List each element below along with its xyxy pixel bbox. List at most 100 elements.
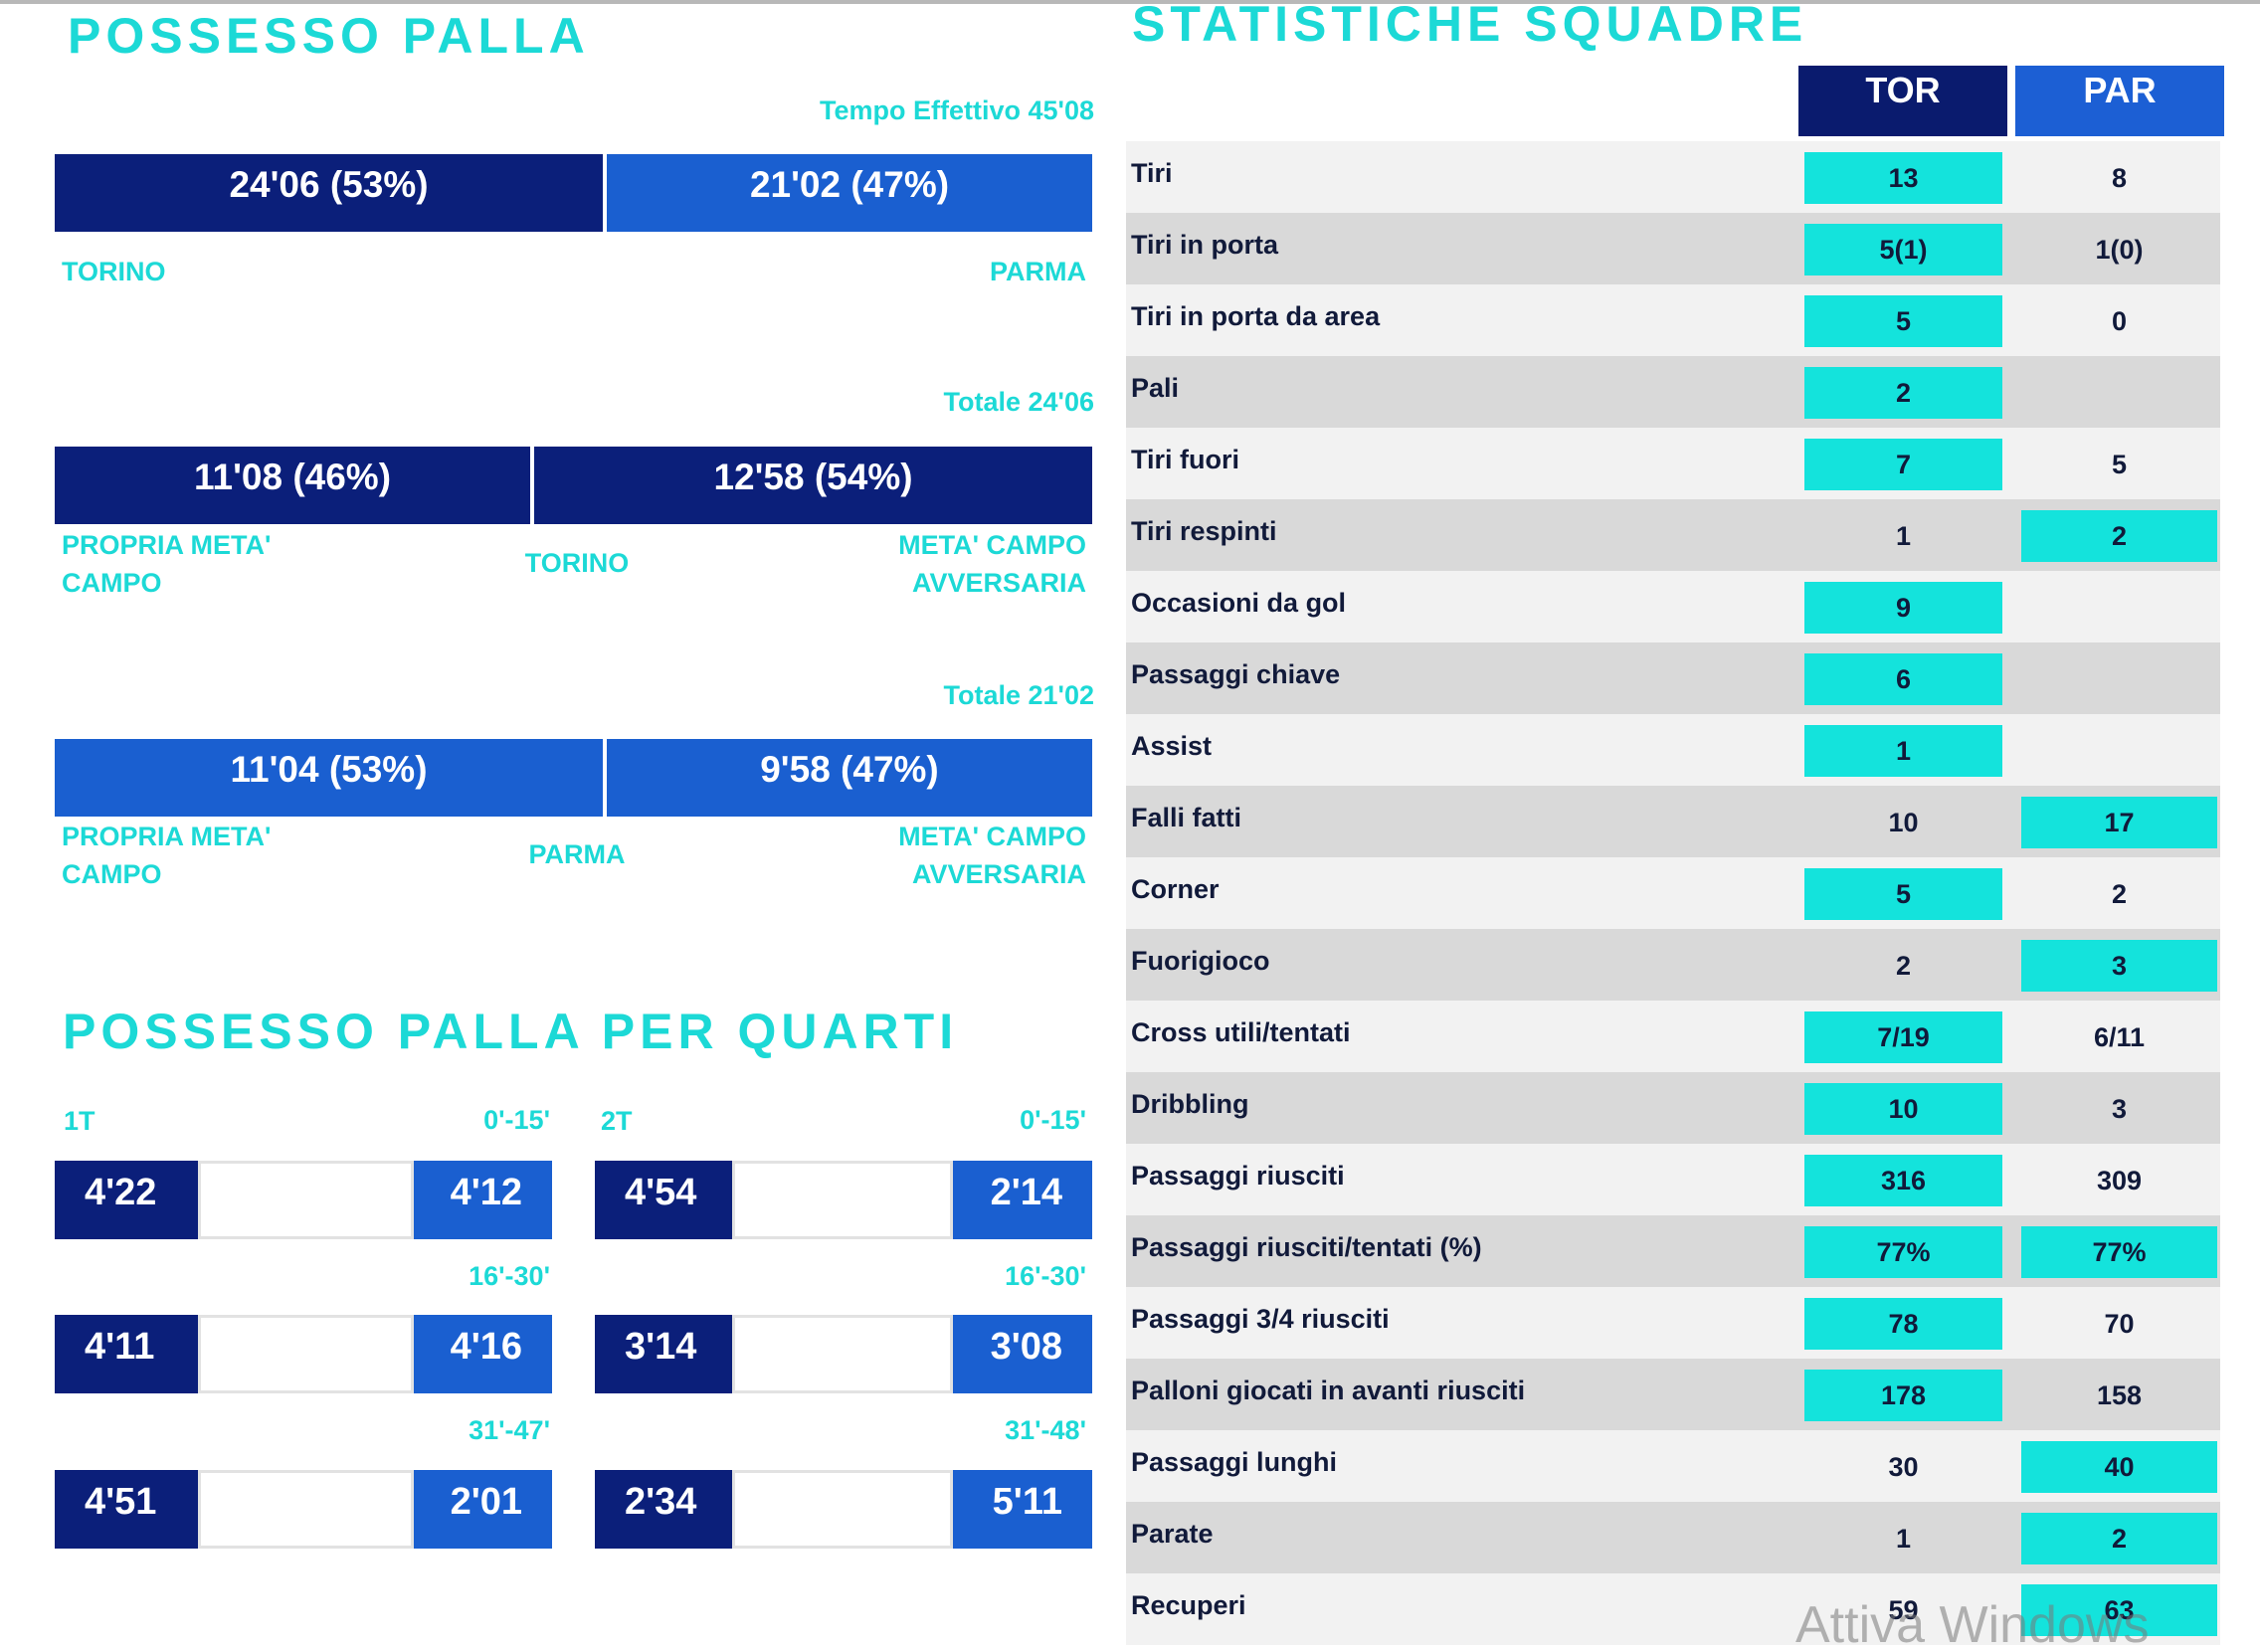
stat-value: 6/11 — [2093, 1022, 2146, 1052]
row-bg — [1126, 356, 2220, 428]
stat-value: 17 — [2021, 797, 2217, 848]
row-label: Passaggi riusciti — [1131, 1161, 1345, 1191]
row-bg — [1126, 857, 2220, 929]
bar-left: 11'08 (46%) — [55, 447, 530, 524]
stat-value: 9 — [1804, 582, 2002, 634]
row-bg — [1126, 1144, 2220, 1215]
row-bg — [1126, 642, 2220, 714]
period: 0'-15' — [483, 1105, 550, 1135]
stat-value: 70 — [2104, 1309, 2135, 1339]
row-label: Tiri in porta — [1131, 230, 1279, 260]
note: Totale 24'06 — [943, 387, 1095, 417]
stat-value: 7/19 — [1804, 1011, 2002, 1063]
column-header: TOR — [1798, 66, 2007, 136]
quarter-tor: 3'14 — [595, 1315, 732, 1393]
row-label: Tiri in porta da area — [1131, 301, 1381, 331]
stat-value: 13 — [1804, 152, 2002, 204]
stat-value: 1(0) — [2095, 235, 2144, 265]
row-bg — [1126, 1287, 2220, 1359]
label-center: PARMA — [528, 839, 626, 869]
label-left: PROPRIA META' CAMPO — [62, 530, 272, 598]
bar-right: 21'02 (47%) — [607, 154, 1092, 232]
quarter-par: 2'14 — [953, 1161, 1092, 1239]
quarter-gap — [198, 1161, 414, 1239]
stat-value: 2 — [2111, 879, 2128, 909]
row-label: Assist — [1131, 731, 1213, 761]
stat-value: 40 — [2021, 1441, 2217, 1493]
row-label: Tiri fuori — [1131, 445, 1240, 474]
period: 31'-47' — [469, 1415, 550, 1445]
stat-value: 3 — [2111, 1094, 2128, 1124]
stat-value: 1 — [1895, 1524, 1912, 1554]
stat-value: 10 — [1888, 808, 1919, 837]
quarter-tor: 4'11 — [55, 1315, 198, 1393]
quarter-par: 2'01 — [414, 1470, 552, 1549]
quarter-gap — [732, 1161, 953, 1239]
row-label: Recuperi — [1131, 1590, 1246, 1620]
stat-value: 6 — [1804, 653, 2002, 705]
quarter-tor: 2'34 — [595, 1470, 732, 1549]
watermark: Attiva Windows — [1795, 1596, 2150, 1652]
quarter-par: 3'08 — [953, 1315, 1092, 1393]
stat-value: 59 — [1888, 1595, 1919, 1625]
stat-value: 1 — [1895, 521, 1912, 551]
quarter-gap — [198, 1470, 414, 1549]
period: 16'-30' — [469, 1261, 550, 1291]
stat-value: 2 — [1895, 951, 1912, 981]
half-label: 1T — [64, 1106, 95, 1136]
column-header: PAR — [2015, 66, 2224, 136]
row-label: Palloni giocati in avanti riusciti — [1131, 1376, 1526, 1405]
row-label: Tiri respinti — [1131, 516, 1277, 546]
row-bg — [1126, 213, 2220, 284]
row-bg — [1126, 428, 2220, 499]
row-bg — [1126, 1072, 2220, 1144]
period: 31'-48' — [1005, 1415, 1086, 1445]
stat-value: 309 — [2096, 1166, 2143, 1195]
stat-value: 10 — [1804, 1083, 2002, 1135]
quarter-tor: 4'51 — [55, 1470, 198, 1549]
quarter-gap — [198, 1315, 414, 1393]
period: 16'-30' — [1005, 1261, 1086, 1291]
row-label: Fuorigioco — [1131, 946, 1270, 976]
stat-value: 316 — [1804, 1155, 2002, 1206]
row-bg — [1126, 141, 2220, 213]
stat-value: 5(1) — [1804, 224, 2002, 275]
row-label: Passaggi 3/4 riusciti — [1131, 1304, 1390, 1334]
stat-value: 0 — [2111, 306, 2128, 336]
label-right: META' CAMPO AVVERSARIA — [898, 822, 1086, 889]
period: 0'-15' — [1020, 1105, 1086, 1135]
bar-right: 9'58 (47%) — [607, 739, 1092, 817]
row-label: Pali — [1131, 373, 1180, 403]
row-bg — [1126, 1359, 2220, 1430]
half-label: 2T — [601, 1106, 633, 1136]
stat-value: 77% — [2021, 1226, 2217, 1278]
stat-value: 2 — [2021, 510, 2217, 562]
stat-value: 77% — [1804, 1226, 2002, 1278]
stat-value: 2 — [2021, 1513, 2217, 1564]
row-bg — [1126, 1001, 2220, 1072]
quarter-par: 5'11 — [953, 1470, 1092, 1549]
note: Tempo Effettivo 45'08 — [820, 95, 1094, 125]
stat-value: 5 — [1804, 295, 2002, 347]
stat-value: 2 — [1804, 367, 2002, 419]
row-bg — [1126, 714, 2220, 786]
stat-value — [2021, 653, 2217, 705]
stat-value: 30 — [1888, 1452, 1919, 1482]
stat-value: 178 — [1804, 1370, 2002, 1421]
bar-left: 24'06 (53%) — [55, 154, 603, 232]
row-label: Tiri — [1131, 158, 1173, 188]
note: Totale 21'02 — [943, 680, 1095, 710]
label-left: TORINO — [62, 257, 166, 286]
stat-value: 7 — [1804, 439, 2002, 490]
quarter-gap — [732, 1470, 953, 1549]
row-label: Dribbling — [1131, 1089, 1249, 1119]
stat-value — [2021, 725, 2217, 777]
stat-value: 158 — [2096, 1380, 2143, 1410]
row-bg — [1126, 284, 2220, 356]
stat-value: 5 — [2111, 450, 2128, 479]
stat-value: 63 — [2021, 1584, 2217, 1636]
stat-value — [2021, 367, 2217, 419]
label-left: PROPRIA META' CAMPO — [62, 822, 272, 889]
label-right: META' CAMPO AVVERSARIA — [898, 530, 1086, 598]
